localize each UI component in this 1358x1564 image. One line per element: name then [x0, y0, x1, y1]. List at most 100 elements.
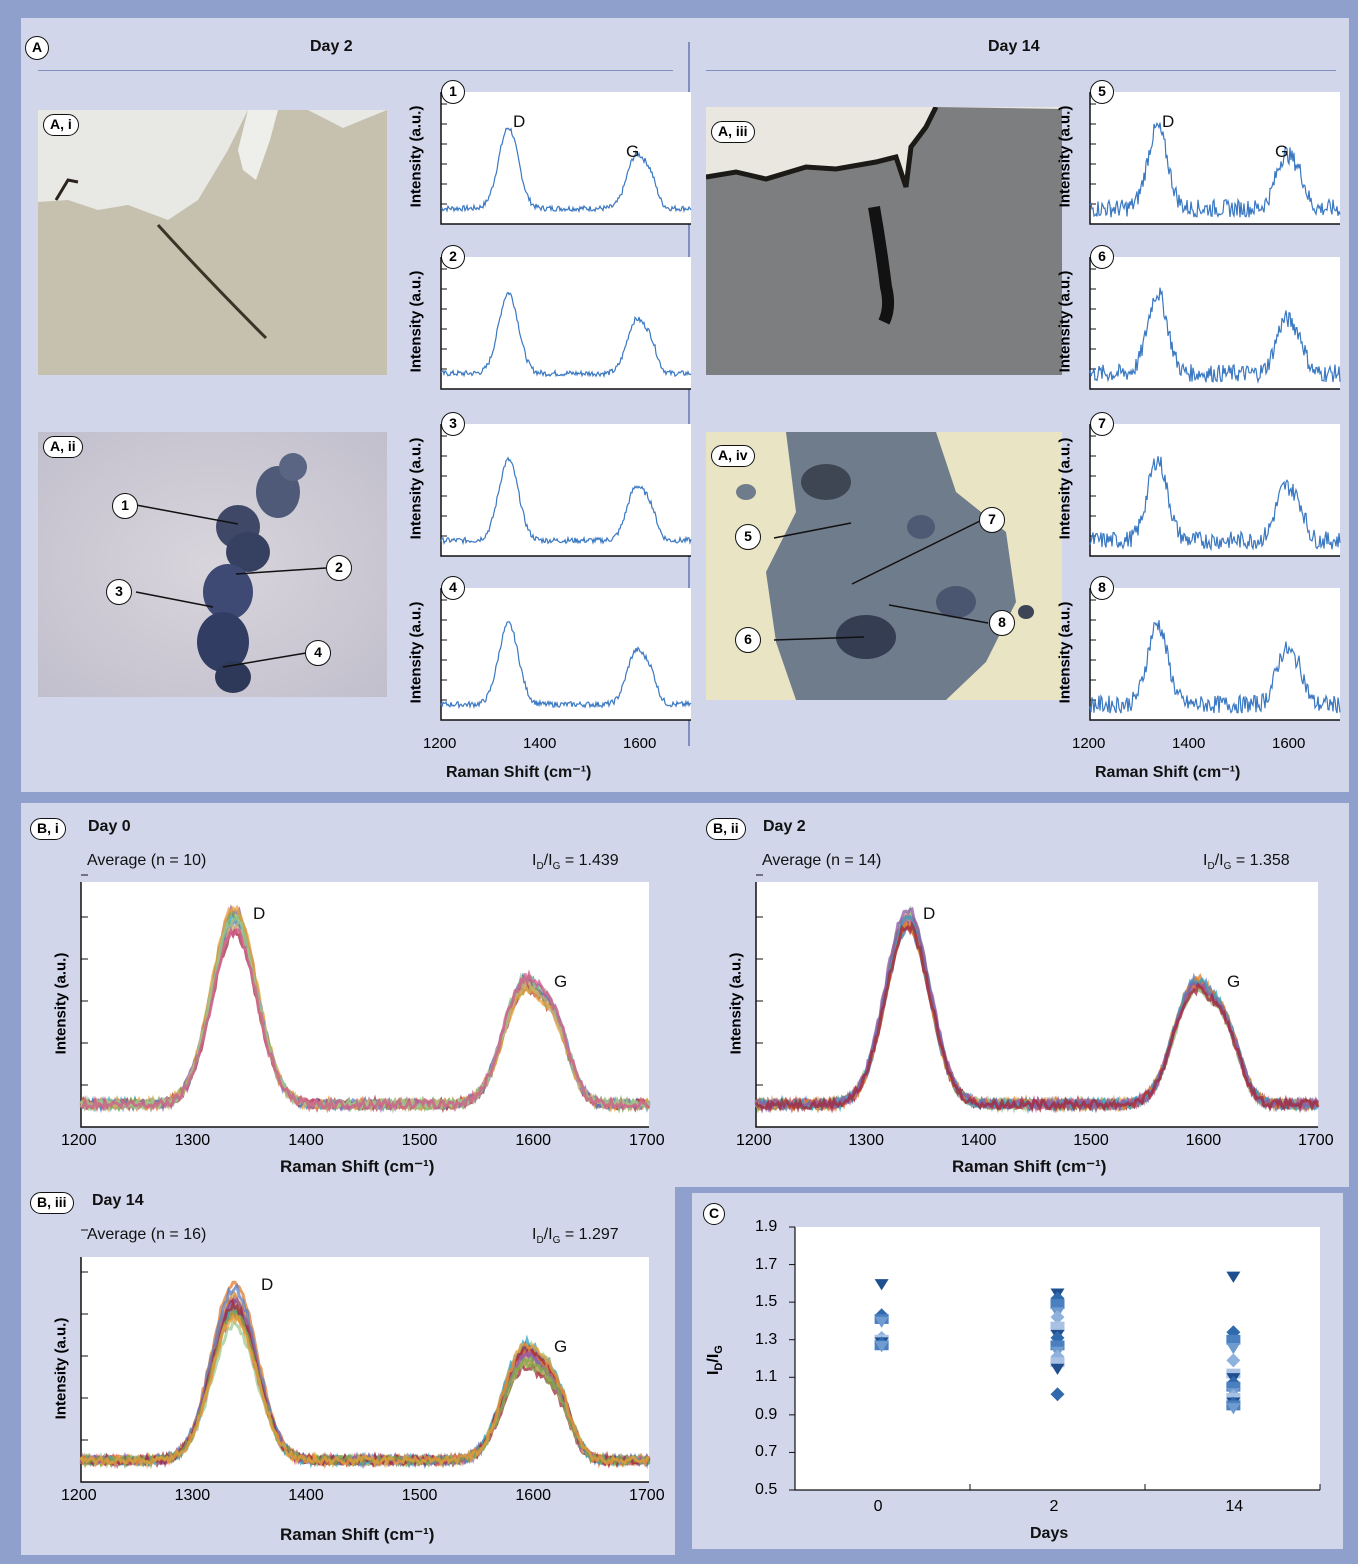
- spectrum-b-iii-x-tick: 1400: [288, 1487, 324, 1504]
- ratio-i: I: [1203, 852, 1208, 869]
- ratio-sub-d: D: [1207, 861, 1215, 873]
- ratio-i: I: [532, 852, 537, 869]
- spectrum-trace-2: [440, 257, 692, 390]
- spectrum-b-iii-x-tick: 1600: [515, 1487, 551, 1504]
- ratio-sub-g: G: [552, 861, 561, 873]
- x-tick-label: 1600: [623, 735, 657, 752]
- scatter-point: [1050, 1349, 1065, 1364]
- spectrum-line: [1089, 121, 1341, 219]
- spectrum-b-iii-peak-g: G: [554, 1337, 568, 1356]
- spectrum-series-14: [80, 1300, 651, 1469]
- panel-c-y-tick-label: 1.9: [755, 1218, 778, 1235]
- spectrum-b-i-ylabel: Intensity (a.u.): [52, 952, 70, 1054]
- ratio-value: = 1.358: [1231, 852, 1290, 869]
- spectrum-plot-6: [1090, 257, 1340, 389]
- panel-b-i-ratio: ID/IG = 1.439: [532, 852, 619, 873]
- spectrum-b-i-x-tick: 1600: [515, 1132, 551, 1149]
- spectrum-series-8: [755, 911, 1319, 1114]
- point-3-marker: 3: [106, 579, 132, 605]
- panel-c-scatter: [789, 1226, 1321, 1491]
- spectrum-series-4: [80, 1295, 651, 1470]
- point-5-marker: 5: [735, 524, 761, 550]
- spectrum-b-ii-peak-g: G: [1227, 972, 1241, 991]
- point-1-marker: 1: [112, 493, 138, 519]
- spectrum-b-iii-ylabel: Intensity (a.u.): [52, 1317, 70, 1419]
- scatter-point: [874, 1279, 889, 1291]
- spectrum-number-1: 1: [441, 80, 465, 104]
- spectrum-number-4: 4: [441, 576, 465, 600]
- x-tick-label: 1400: [1172, 735, 1206, 752]
- axis: [1089, 257, 1340, 390]
- panel-b-ii-ratio: ID/IG = 1.358: [1203, 852, 1290, 873]
- spectrum-b-iii-xlabel: Raman Shift (cm⁻¹): [280, 1525, 435, 1544]
- spectrum-series-5: [79, 1303, 651, 1470]
- ylabel-sub-g: G: [713, 1345, 726, 1354]
- spectrum-series-13: [80, 1296, 651, 1470]
- spectrum-b-ii-x-tick: 1200: [736, 1132, 772, 1149]
- micrograph-a-i: [38, 110, 387, 375]
- peak-label-d: D: [513, 112, 526, 131]
- axis: [440, 588, 691, 721]
- spectrum-plot-3: [441, 424, 691, 556]
- spectrum-b-iii-x-tick: 1200: [61, 1487, 97, 1504]
- point-4-marker: 4: [305, 640, 331, 666]
- scatter-point: [1226, 1271, 1241, 1283]
- spectrum-series-10: [755, 914, 1320, 1114]
- point-6-marker: 6: [735, 627, 761, 653]
- spectrum-series-4: [79, 925, 651, 1114]
- scatter-point: [1050, 1363, 1065, 1375]
- axis: [755, 882, 1318, 1128]
- ratio-i: I: [548, 1226, 553, 1243]
- spectrum-trace-3: [440, 424, 692, 557]
- spectrum-series-7: [80, 917, 651, 1114]
- callout-lines-a-iv: [773, 519, 989, 641]
- spectrum-number-8: 8: [1090, 576, 1114, 600]
- axis: [440, 257, 691, 390]
- spectrum-series-4: [755, 921, 1319, 1114]
- spectrum-b-ii-x-tick: 1400: [960, 1132, 997, 1149]
- spectrum-series-5: [80, 909, 650, 1114]
- panel-c-y-tick-label: 1.5: [755, 1293, 778, 1311]
- axis: [1089, 424, 1340, 557]
- spectrum-b-ii-ylabel: Intensity (a.u.): [727, 952, 745, 1054]
- spectrum-line: [1089, 287, 1341, 384]
- spectrum-b-i-x-tick: 1700: [629, 1132, 665, 1149]
- scatter-point: [1050, 1299, 1065, 1309]
- spectrum-series-15: [80, 1309, 651, 1470]
- ratio-sub-d: D: [536, 861, 544, 873]
- spectrum-series-7: [80, 1282, 651, 1470]
- spectrum-b-ii-traces: [754, 874, 1320, 1128]
- panel-c-xlabel: Days: [1030, 1525, 1069, 1542]
- spectrum-ylabel: Intensity (a.u.): [407, 601, 425, 704]
- x-tick-label: 1600: [1272, 735, 1306, 752]
- spectrum-b-i-x-tick: 1200: [61, 1132, 97, 1149]
- spectrum-line: [440, 127, 692, 214]
- spectrum-b-iii-x-tick: 1700: [629, 1487, 665, 1504]
- spectrum-series-3: [80, 904, 651, 1113]
- spectrum-b-i-peak-d: D: [253, 904, 266, 923]
- ylabel-sub-d: D: [713, 1362, 726, 1371]
- spectrum-series-16: [79, 1313, 650, 1469]
- ratio-i: I: [1219, 852, 1224, 869]
- panel-b-iii-label: B, iii: [30, 1192, 74, 1214]
- spectrum-line: [440, 621, 692, 710]
- axis: [440, 424, 691, 557]
- panel-b-i-label: B, i: [30, 818, 66, 840]
- panel-c-y-tick-label: 0.9: [755, 1405, 778, 1423]
- spectrum-number-3: 3: [441, 412, 465, 436]
- scatter-point: [1050, 1387, 1065, 1402]
- scatter-point: [1226, 1403, 1241, 1415]
- spectrum-b-i-x-tick: 1400: [288, 1132, 324, 1149]
- spectrum-series-6: [79, 1290, 651, 1470]
- spectrum-series-1: [79, 915, 651, 1114]
- spectrum-series-14: [754, 921, 1320, 1114]
- spectrum-b-i-peak-g: G: [554, 972, 568, 991]
- spectrum-b-iii-traces: [79, 1229, 651, 1483]
- panel-c-y-tick-label: 1.7: [755, 1255, 778, 1273]
- spectrum-line: [1089, 456, 1341, 552]
- spectrum-ylabel: Intensity (a.u.): [407, 270, 425, 373]
- panel-c-y-tick-label: 1.3: [755, 1330, 778, 1348]
- scatter-point: [874, 1341, 889, 1353]
- ratio-i: I: [548, 852, 553, 869]
- spectrum-b-ii-peak-d: D: [923, 904, 936, 923]
